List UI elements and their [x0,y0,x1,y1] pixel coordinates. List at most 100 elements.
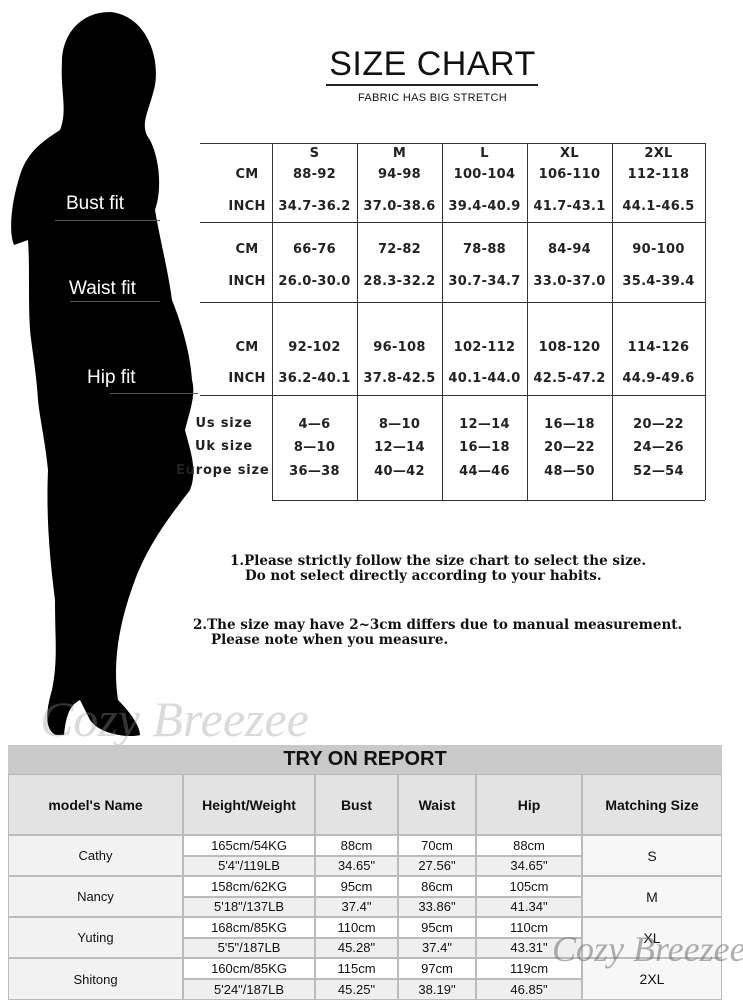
subtitle: FABRIC HAS BIG STRETCH [357,92,507,104]
conversion-value: 52—54 [633,463,684,479]
size-value: 94-98 [377,166,422,182]
size-value: 41.7-43.1 [533,198,606,214]
size-value: 40.1-44.0 [448,370,521,386]
conversion-value: 8—10 [378,416,421,432]
size-value: 112-118 [627,166,690,182]
size-value: 30.7-34.7 [448,273,521,289]
report-header: Height/Weight [183,774,315,835]
watermark: Cozy Breezee [40,691,309,747]
note: Do not select directly according to your… [245,568,602,584]
report-cell: 97cm [398,958,476,979]
report-cell: 43.31" [476,937,582,958]
report-cell: 158cm/62KG [183,876,315,897]
conversion-value: 16—18 [459,439,510,455]
table-line [200,143,705,144]
size-value: 84-94 [547,241,592,257]
size-value: 100-104 [453,166,516,182]
report-header: Waist [398,774,476,835]
matching-size: XL [582,917,722,958]
silhouette [11,12,194,737]
report-cell: 5'18"/137LB [183,896,315,917]
table-line [200,222,705,223]
size-value: 37.8-42.5 [363,370,436,386]
report-cell: 70cm [398,835,476,856]
conversion-value: 16—18 [544,416,595,432]
report-cell: 5'24"/187LB [183,979,315,1000]
size-value: 28.3-32.2 [363,273,436,289]
model-name: Shitong [8,958,183,1000]
size-value: 72-82 [377,241,422,257]
size-header: L [480,145,489,161]
report-cell: 27.56" [398,855,476,876]
size-value: 33.0-37.0 [533,273,606,289]
report-cell: 86cm [398,876,476,897]
table-line [272,143,273,500]
table-line [442,143,443,500]
conversion-value: 48—50 [544,463,595,479]
matching-size: S [582,835,722,876]
table-line [612,143,613,500]
report-cell: 115cm [315,958,398,979]
report-cell: 34.65" [315,855,398,876]
unit-label: CM [235,166,259,182]
size-value: 44.1-46.5 [622,198,695,214]
conversion-value: 8—10 [293,439,336,455]
size-header: M [392,145,407,161]
size-value: 66-76 [292,241,337,257]
hip-line [110,393,198,394]
unit-label: INCH [228,370,266,386]
table-line [200,395,705,396]
unit-label: INCH [228,273,266,289]
conversion-value: 12—14 [374,439,425,455]
report-cell: 37.4" [315,896,398,917]
size-value: 37.0-38.6 [363,198,436,214]
table-line [527,143,528,500]
size-value: 78-88 [462,241,507,257]
conversion-label: Europe size [176,463,270,478]
report-cell: 95cm [398,917,476,938]
model-name: Yuting [8,917,183,958]
conversion-value: 36—38 [289,463,340,479]
fit-label: Hip fit [87,367,136,388]
conversion-label: Uk size [195,439,253,454]
conversion-value: 12—14 [459,416,510,432]
report-cell: 119cm [476,958,582,979]
report-cell: 160cm/85KG [183,958,315,979]
size-value: 92-102 [288,339,341,355]
unit-label: CM [235,339,259,355]
report-title: TRY ON REPORT [8,745,722,774]
report-cell: 37.4" [398,937,476,958]
size-value: 35.4-39.4 [622,273,695,289]
size-value: 26.0-30.0 [278,273,351,289]
conversion-value: 40—42 [374,463,425,479]
size-value: 44.9-49.6 [622,370,695,386]
table-line [272,500,705,501]
title: SIZE CHART [329,44,536,83]
report-cell: 88cm [315,835,398,856]
table-line [705,143,706,500]
conversion-label: Us size [195,416,253,431]
report-header: Hip [476,774,582,835]
unit-label: CM [235,241,259,257]
report-cell: 95cm [315,876,398,897]
matching-size: 2XL [582,958,722,1000]
model-name: Cathy [8,835,183,876]
waist-line [70,301,160,302]
report-cell: 41.34" [476,896,582,917]
size-value: 106-110 [538,166,601,182]
report-cell: 110cm [476,917,582,938]
watermark: Cozy Breezee [552,929,743,969]
conversion-value: 20—22 [633,416,684,432]
report-cell: 105cm [476,876,582,897]
conversion-value: 20—22 [544,439,595,455]
report-cell: 45.25" [315,979,398,1000]
size-value: 39.4-40.9 [448,198,521,214]
size-value: 102-112 [453,339,516,355]
size-value: 90-100 [632,241,685,257]
model-name: Nancy [8,876,183,917]
size-value: 42.5-47.2 [533,370,606,386]
report-cell: 33.86" [398,896,476,917]
table-line [357,143,358,500]
report-cell: 5'5"/187LB [183,937,315,958]
